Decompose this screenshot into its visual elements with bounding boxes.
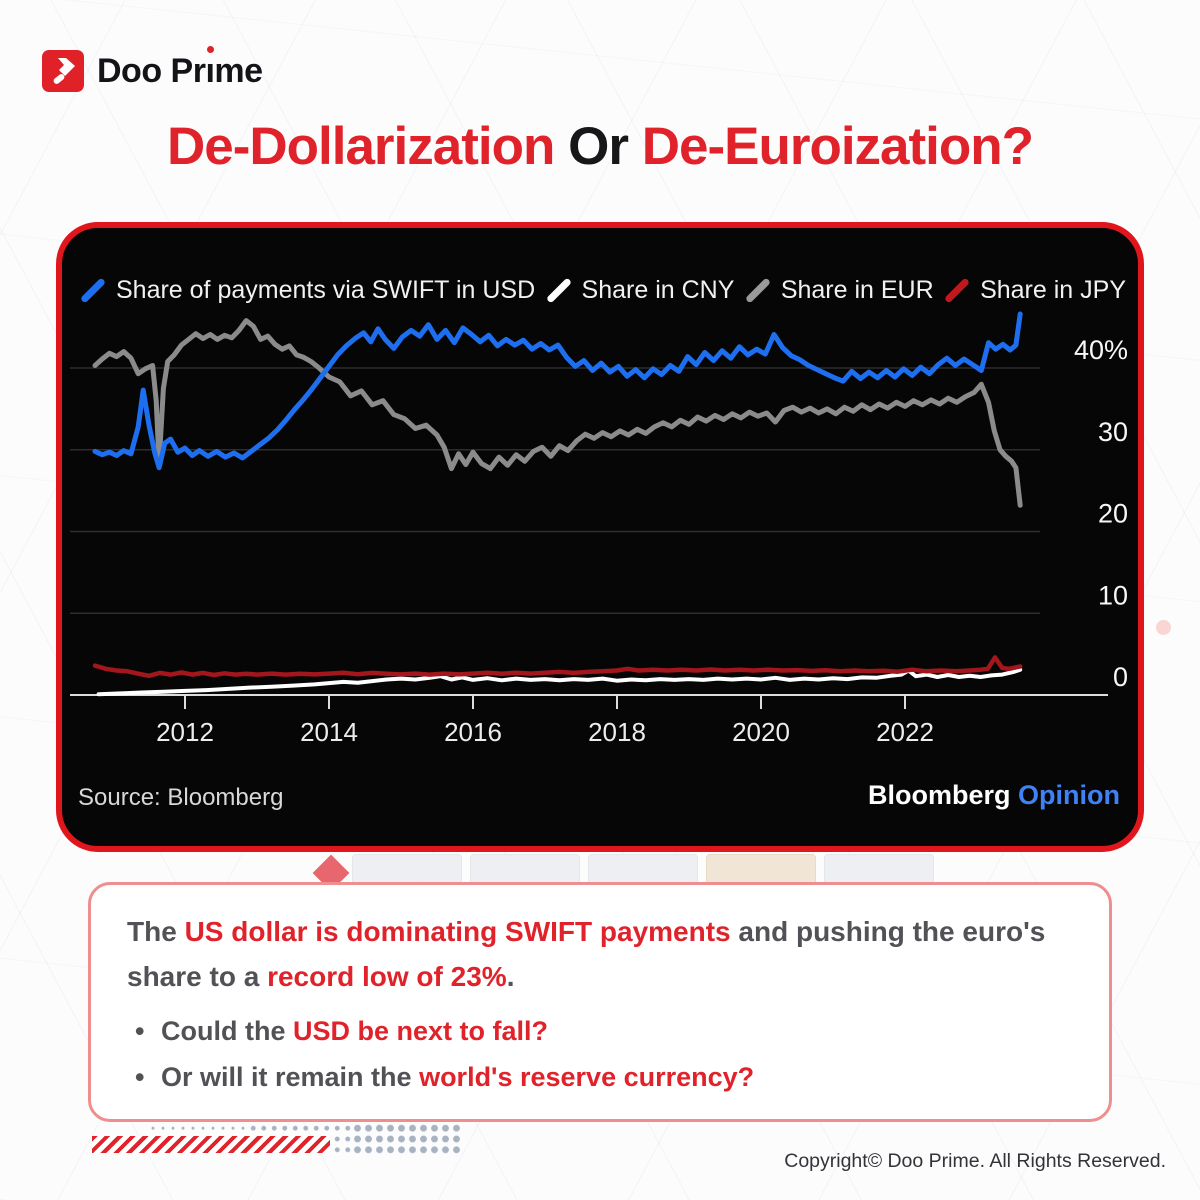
x-axis-label-2018: 2018 (588, 717, 646, 747)
page-title: De-Dollarization Or De-Euroization? (166, 117, 1034, 176)
text-segment-red: record low of 23% (267, 961, 507, 993)
text-segment-red: world's reserve currency? (419, 1062, 755, 1093)
y-axis-label-0: 0 (1113, 662, 1128, 692)
series-line-0 (92, 311, 1023, 471)
callout-intro-text: The US dollar is dominating SWIFT paymen… (127, 909, 1073, 1000)
legend-label: Share of payments via SWIFT in USD (116, 276, 536, 304)
y-axis-label-20: 20 (1098, 499, 1128, 529)
doo-prime-logo-icon (42, 50, 84, 92)
series-line-1 (96, 667, 1023, 697)
callout-box: The US dollar is dominating SWIFT paymen… (88, 882, 1112, 1122)
copyright-text: Copyright© Doo Prime. All Rights Reserve… (784, 1150, 1166, 1172)
legend-item: Share in CNY (544, 276, 735, 305)
text-segment-gray: and pushing the euro's share to a (127, 916, 1046, 993)
x-axis-label-2014: 2014 (300, 717, 358, 747)
opinion-wordmark: Opinion (1018, 780, 1120, 810)
logo-i-dot-icon (207, 45, 215, 53)
legend-label: Share in EUR (780, 276, 934, 304)
text-segment-gray: . (506, 961, 515, 993)
bg-node-decoration (1156, 620, 1171, 635)
text-segment-gray: The (127, 916, 185, 947)
y-axis-label-30: 30 (1098, 417, 1128, 447)
callout-bullet-1: Could the USD be next to fall? (127, 1008, 1073, 1055)
hatch-bar-decoration (92, 1136, 330, 1153)
callout-bullet-2: Or will it remain the world's reserve cu… (127, 1054, 1073, 1101)
legend-label: Share in CNY (581, 276, 735, 304)
legend-label: Share in JPY (980, 276, 1126, 304)
text-segment-red: US dollar is dominating SWIFT payments (184, 916, 731, 947)
bloomberg-wordmark: Bloomberg (867, 780, 1011, 810)
bloomberg-opinion-brand: Bloomberg Opinion (868, 780, 1120, 811)
legend-slash-icon (545, 277, 572, 304)
doo-prime-logo-text: Doo Prı me (97, 45, 263, 91)
text-segment-red: USD be next to fall? (292, 1015, 549, 1046)
x-axis-label-2012: 2012 (156, 717, 214, 747)
chart-legend: Share of payments via SWIFT in USD Share … (78, 276, 1126, 305)
series-line-3 (92, 655, 1023, 679)
legend-slash-icon (79, 277, 107, 304)
text-segment-gray: Could the (161, 1015, 293, 1046)
legend-slash-icon (744, 277, 771, 304)
legend-item: Share in JPY (942, 276, 1126, 305)
callout-bullet-list: Could the USD be next to fall? Or will i… (127, 1008, 1073, 1101)
y-axis-label-40: 40% (1074, 335, 1128, 365)
x-axis-label-2022: 2022 (876, 717, 934, 747)
swift-share-line-chart: 40% 30 20 10 0 2012 2014 2016 2018 2020 2022 (70, 311, 1128, 747)
legend-item: Share of payments via SWIFT in USD (78, 276, 535, 305)
doo-prime-logo: Doo Prı me (42, 45, 263, 92)
legend-slash-icon (943, 277, 971, 304)
chart-panel: Share of payments via SWIFT in USD Share … (56, 222, 1144, 852)
y-axis-label-10: 10 (1098, 580, 1128, 610)
x-axis-label-2016: 2016 (444, 717, 502, 747)
chart-source: Source: Bloomberg (78, 784, 284, 811)
series-line-2 (92, 318, 1023, 508)
x-axis-label-2020: 2020 (732, 717, 790, 747)
legend-item: Share in EUR (743, 276, 934, 305)
text-segment-gray: Or will it remain the (161, 1062, 420, 1093)
